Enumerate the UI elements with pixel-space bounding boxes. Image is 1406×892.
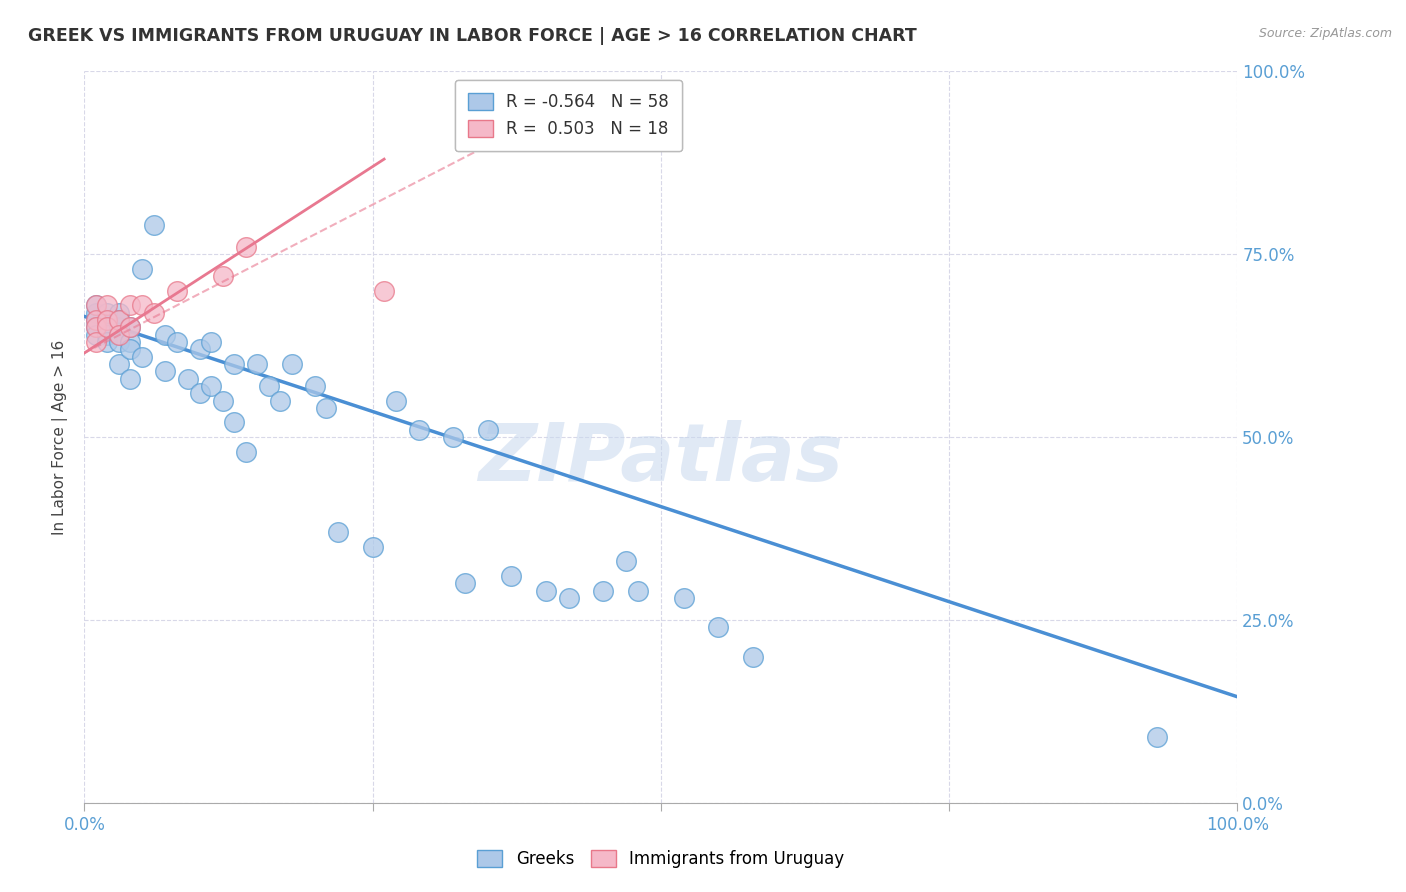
- Point: [269, 393, 291, 408]
- Point: [454, 576, 477, 591]
- Point: [96, 320, 118, 334]
- Legend: Greeks, Immigrants from Uruguay: Greeks, Immigrants from Uruguay: [471, 843, 851, 875]
- Point: [257, 379, 280, 393]
- Point: [592, 583, 614, 598]
- Point: [96, 306, 118, 320]
- Text: GREEK VS IMMIGRANTS FROM URUGUAY IN LABOR FORCE | AGE > 16 CORRELATION CHART: GREEK VS IMMIGRANTS FROM URUGUAY IN LABO…: [28, 27, 917, 45]
- Point: [96, 313, 118, 327]
- Point: [108, 320, 131, 334]
- Point: [177, 371, 200, 385]
- Point: [614, 554, 637, 568]
- Point: [211, 393, 233, 408]
- Point: [131, 261, 153, 276]
- Point: [108, 327, 131, 342]
- Point: [142, 306, 165, 320]
- Point: [1146, 730, 1168, 744]
- Point: [166, 334, 188, 349]
- Point: [84, 298, 107, 312]
- Point: [224, 416, 246, 430]
- Point: [84, 327, 107, 342]
- Legend: R = -0.564   N = 58, R =  0.503   N = 18: R = -0.564 N = 58, R = 0.503 N = 18: [454, 79, 682, 151]
- Point: [557, 591, 579, 605]
- Point: [131, 350, 153, 364]
- Point: [84, 313, 107, 327]
- Point: [84, 298, 107, 312]
- Point: [235, 240, 257, 254]
- Point: [96, 334, 118, 349]
- Point: [84, 320, 107, 334]
- Point: [477, 87, 499, 101]
- Point: [96, 313, 118, 327]
- Point: [200, 379, 222, 393]
- Point: [142, 218, 165, 232]
- Point: [235, 444, 257, 458]
- Point: [499, 569, 522, 583]
- Point: [153, 327, 176, 342]
- Point: [188, 386, 211, 401]
- Point: [224, 357, 246, 371]
- Point: [108, 313, 131, 327]
- Point: [373, 284, 395, 298]
- Point: [441, 430, 464, 444]
- Point: [120, 320, 142, 334]
- Point: [188, 343, 211, 357]
- Point: [131, 298, 153, 312]
- Point: [84, 313, 107, 327]
- Point: [108, 357, 131, 371]
- Point: [120, 334, 142, 349]
- Point: [84, 334, 107, 349]
- Point: [108, 306, 131, 320]
- Point: [281, 357, 304, 371]
- Text: Source: ZipAtlas.com: Source: ZipAtlas.com: [1258, 27, 1392, 40]
- Point: [166, 284, 188, 298]
- Point: [108, 334, 131, 349]
- Point: [315, 401, 337, 415]
- Point: [200, 334, 222, 349]
- Point: [627, 583, 650, 598]
- Point: [153, 364, 176, 378]
- Point: [211, 269, 233, 284]
- Point: [120, 343, 142, 357]
- Point: [108, 313, 131, 327]
- Text: ZIPatlas: ZIPatlas: [478, 420, 844, 498]
- Point: [384, 393, 406, 408]
- Point: [120, 371, 142, 385]
- Point: [96, 327, 118, 342]
- Point: [534, 583, 557, 598]
- Point: [108, 327, 131, 342]
- Point: [742, 649, 765, 664]
- Point: [304, 379, 326, 393]
- Point: [246, 357, 269, 371]
- Point: [326, 525, 349, 540]
- Point: [120, 298, 142, 312]
- Point: [120, 320, 142, 334]
- Point: [84, 320, 107, 334]
- Point: [707, 620, 730, 634]
- Point: [84, 306, 107, 320]
- Point: [96, 298, 118, 312]
- Point: [408, 423, 430, 437]
- Point: [477, 423, 499, 437]
- Y-axis label: In Labor Force | Age > 16: In Labor Force | Age > 16: [52, 340, 69, 534]
- Point: [361, 540, 384, 554]
- Point: [672, 591, 695, 605]
- Point: [96, 320, 118, 334]
